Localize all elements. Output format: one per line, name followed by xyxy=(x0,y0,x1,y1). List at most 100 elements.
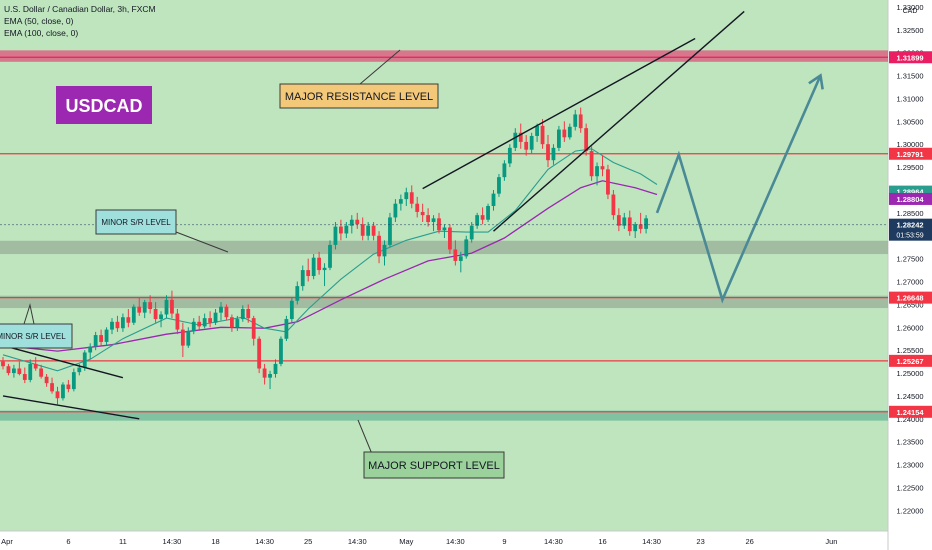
candle-body xyxy=(202,318,207,327)
x-tick-label: 23 xyxy=(696,537,704,546)
candle xyxy=(409,185,414,209)
candle xyxy=(644,215,648,234)
x-tick-label: May xyxy=(399,537,413,546)
candle-body xyxy=(535,125,539,136)
candle xyxy=(279,336,283,367)
candle xyxy=(480,207,485,225)
candle xyxy=(219,302,223,321)
candle-body xyxy=(633,224,638,232)
candle-body xyxy=(442,227,447,231)
candle xyxy=(377,231,381,264)
ema50-legend: EMA (50, close, 0) xyxy=(4,16,74,26)
candle xyxy=(61,382,65,401)
candle-body xyxy=(415,203,420,212)
y-tick-label: 1.33000 xyxy=(896,3,923,12)
level-price-text: 1.31899 xyxy=(896,53,923,62)
current-price-text: 1.28964 xyxy=(896,188,924,197)
x-tick-label: 25 xyxy=(304,537,312,546)
candle xyxy=(578,107,583,133)
candle xyxy=(311,254,316,280)
candle-body xyxy=(93,335,98,347)
symbol-badge-text: USDCAD xyxy=(65,96,142,116)
minor-sr-label-2: MINOR S/R LEVEL xyxy=(0,332,66,341)
candle xyxy=(469,222,474,243)
candle-body xyxy=(431,218,436,223)
x-tick-label: 9 xyxy=(502,537,506,546)
candle-body xyxy=(289,300,294,320)
candle-body xyxy=(6,366,11,374)
candle xyxy=(295,281,300,305)
candle-body xyxy=(573,114,578,127)
major-resistance-box xyxy=(279,83,439,109)
candle xyxy=(191,318,196,335)
candle-body xyxy=(524,141,529,150)
candle-body xyxy=(638,224,643,229)
y-tick-label: 1.22500 xyxy=(896,484,923,493)
candle-body xyxy=(475,215,480,226)
x-tick-label: 14:30 xyxy=(255,537,274,546)
candle xyxy=(448,224,452,255)
candle xyxy=(464,235,469,259)
candle-body xyxy=(39,368,44,377)
candle-body xyxy=(268,373,272,378)
candle-body xyxy=(142,302,147,313)
current-price-text: 1.28804 xyxy=(896,195,924,204)
y-tick-label: 1.26000 xyxy=(896,323,923,332)
candle xyxy=(589,146,594,181)
candle-body xyxy=(175,313,180,330)
candle xyxy=(66,379,71,393)
x-tick-label: 14:30 xyxy=(642,537,661,546)
x-tick-label: 14:30 xyxy=(163,537,182,546)
candle xyxy=(497,173,501,197)
candle xyxy=(246,304,251,323)
candle-body xyxy=(88,346,93,353)
minor-sr-box-1 xyxy=(95,209,177,235)
x-tick-label: 6 xyxy=(66,537,70,546)
candle xyxy=(131,304,136,326)
candle xyxy=(638,212,643,234)
trend-line xyxy=(2,344,124,379)
candle xyxy=(437,212,441,234)
candle-body xyxy=(611,194,616,216)
candle xyxy=(420,203,425,223)
candle xyxy=(333,222,338,250)
candle-body xyxy=(491,193,496,206)
y-tick-label: 1.23000 xyxy=(896,461,923,470)
projection-path xyxy=(655,74,822,304)
candle xyxy=(159,311,163,328)
y-tick-label: 1.29500 xyxy=(896,163,923,172)
candle xyxy=(322,263,327,287)
candle xyxy=(382,240,387,266)
candle-body xyxy=(153,308,158,320)
candle xyxy=(88,343,93,360)
candle-body xyxy=(164,299,169,315)
x-tick-label: Apr xyxy=(1,537,13,546)
candle xyxy=(1,357,5,370)
candle-body xyxy=(33,363,38,369)
candle-body xyxy=(262,368,267,378)
candle xyxy=(524,135,529,156)
candle xyxy=(573,109,578,131)
candle-body xyxy=(148,302,153,309)
candle-body xyxy=(540,125,545,145)
candle-body xyxy=(546,144,550,161)
candle xyxy=(110,318,114,335)
candle-body xyxy=(562,129,567,138)
candle-body xyxy=(513,132,518,148)
candle xyxy=(339,219,343,241)
candle xyxy=(431,215,436,232)
x-tick-label: 26 xyxy=(745,537,753,546)
x-tick-label: 14:30 xyxy=(348,537,367,546)
candle xyxy=(235,315,240,331)
y-tick-label: 1.28500 xyxy=(896,209,923,218)
x-tick-label: 16 xyxy=(598,537,606,546)
candle xyxy=(458,251,463,273)
candle-body xyxy=(311,257,316,277)
y-tick-label: 1.31500 xyxy=(896,72,923,81)
candle xyxy=(273,359,278,378)
candle-body xyxy=(584,128,589,152)
candle-body xyxy=(306,270,311,277)
candle xyxy=(202,313,207,329)
minor-sr-box-2 xyxy=(0,323,73,349)
candle xyxy=(606,164,610,200)
